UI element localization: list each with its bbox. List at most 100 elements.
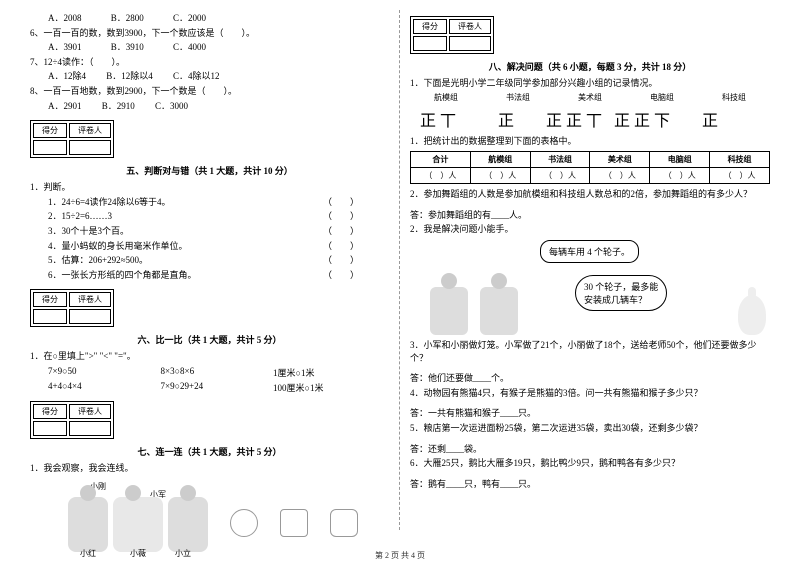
opt-b: B．12除以4 [106, 71, 153, 81]
opt-c: C．2000 [173, 13, 206, 23]
section-7-title: 七、连一连（共 1 大题，共计 5 分） [30, 445, 389, 458]
grader-cell[interactable] [69, 421, 111, 436]
text: 3．30个十是3个百。 [48, 226, 129, 236]
r-q5: 5．粮店第一次运进面粉25袋，第二次运进35袋，卖出30袋，还剩多少袋？ [410, 422, 770, 435]
cell[interactable]: （ ）人 [710, 168, 770, 184]
s6-items: 7×9○50 8×3○8×6 1厘米○1米 4+4○4×4 7×9○29+24 … [30, 365, 389, 395]
score-label: 得分 [33, 292, 67, 307]
score-cell[interactable] [33, 421, 67, 436]
grader-cell[interactable] [69, 309, 111, 324]
r-q3ans[interactable]: 答：他们还要做____个。 [410, 372, 770, 385]
cell[interactable]: （ ）人 [470, 168, 530, 184]
r-q4: 4．动物园有熊猫4只，有猴子是熊猫的3倍。问一共有熊猫和猴子多少只？ [410, 387, 770, 400]
score-cell[interactable] [33, 140, 67, 155]
opt-a: A．2901 [48, 101, 82, 111]
opt-b: B．2910 [102, 101, 135, 111]
cmp1[interactable]: 7×9○50 [48, 366, 161, 379]
r-q1b: 2．参加舞蹈组的人数是参加航模组和科技组人数总和的2倍，参加舞蹈组的有多少人？ [410, 188, 770, 201]
grp1: 航模组 [434, 92, 458, 103]
alien-icon [738, 295, 766, 335]
tally-marks: 正丅 正 正正丅 正正下 正 [410, 107, 770, 131]
t2: 正 [478, 107, 538, 131]
cup-icon [280, 509, 308, 537]
s5-item5: 5．估算：206+292≈500。 （ ） [30, 254, 389, 267]
cell[interactable]: （ ）人 [411, 168, 471, 184]
q6: 6、一百一百的数，数到3900，下一个数应该是（ ）。 [30, 27, 389, 40]
page-footer: 第 2 页 共 4 页 [0, 550, 800, 561]
speech-bubble-1: 每辆车用 4 个轮子。 [540, 240, 639, 263]
grp5: 科技组 [722, 92, 746, 103]
blank[interactable]: （ ） [323, 240, 359, 253]
bubble-line1: 30 个轮子，最多能 [584, 280, 658, 293]
grader-cell[interactable] [69, 140, 111, 155]
opt-a: A．3901 [48, 42, 82, 52]
text: 6．一张长方形纸的四个角都是直角。 [48, 270, 197, 280]
th1: 航模组 [470, 152, 530, 168]
text: 4．量小蚂蚁的身长用毫米作单位。 [48, 241, 188, 251]
grader-cell[interactable] [449, 36, 491, 51]
th2: 书法组 [530, 152, 590, 168]
s5-q1: 1．判断。 [30, 181, 389, 194]
q8-options: A．2901 B．2910 C．3000 [30, 100, 389, 113]
cmp3[interactable]: 1厘米○1米 [273, 366, 386, 379]
group-names: 航模组 书法组 美术组 电脑组 科技组 [410, 92, 770, 103]
score-cell[interactable] [33, 309, 67, 324]
s5-item1: 1．24÷6=4读作24除以6等于4。 （ ） [30, 196, 389, 209]
q6-options: A．3901 B．3910 C．4000 [30, 41, 389, 54]
blank[interactable]: （ ） [323, 210, 359, 223]
kid-icon [168, 497, 208, 552]
left-column: A．2008 B．2800 C．2000 6、一百一百的数，数到3900，下一个… [20, 10, 400, 530]
connect-image: 小刚 小军 小红 小薇 小立 [30, 479, 389, 559]
blank[interactable]: （ ） [323, 254, 359, 267]
blank[interactable]: （ ） [323, 196, 359, 209]
score-cell[interactable] [413, 36, 447, 51]
cell[interactable]: （ ）人 [650, 168, 710, 184]
score-box-5: 得分评卷人 [30, 120, 114, 158]
q2-image: 每辆车用 4 个轮子。 30 个轮子，最多能 安装成几辆车？ [410, 240, 770, 335]
grader-label: 评卷人 [449, 19, 491, 34]
cmp2[interactable]: 8×3○8×6 [161, 366, 274, 379]
section-6-title: 六、比一比（共 1 大题，共计 5 分） [30, 333, 389, 346]
bubble-line2: 安装成几辆车？ [584, 293, 658, 306]
s5-item6: 6．一张长方形纸的四个角都是直角。 （ ） [30, 269, 389, 282]
cmp6[interactable]: 100厘米○1米 [273, 381, 386, 394]
r-q6ans[interactable]: 答：鹅有____只，鸭有____只。 [410, 478, 770, 491]
text: 2．15÷2=6……3 [48, 211, 112, 221]
cmp5[interactable]: 7×9○29+24 [161, 381, 274, 394]
th5: 科技组 [710, 152, 770, 168]
score-label: 得分 [33, 123, 67, 138]
kid-icon [68, 497, 108, 552]
opt-c: C．4000 [173, 42, 206, 52]
r-q1ans[interactable]: 答：参加舞蹈组的有____人。 [410, 209, 770, 222]
r-q2: 2．我是解决问题小能手。 [410, 223, 770, 236]
grader-label: 评卷人 [69, 123, 111, 138]
s5-item4: 4．量小蚂蚁的身长用毫米作单位。 （ ） [30, 240, 389, 253]
cmp4[interactable]: 4+4○4×4 [48, 381, 161, 394]
s6-q1: 1．在○里填上">" "<" "="。 [30, 350, 389, 363]
text: 5．估算：206+292≈500。 [48, 255, 148, 265]
r-q1a: 1．把统计出的数据整理到下面的表格中。 [410, 135, 770, 148]
blank[interactable]: （ ） [323, 269, 359, 282]
opt-c: C．4除以12 [173, 71, 220, 81]
section-8-title: 八、解决问题（共 6 小题，每题 3 分，共计 18 分） [410, 60, 770, 73]
score-box-8: 得分评卷人 [410, 16, 494, 54]
cell[interactable]: （ ）人 [530, 168, 590, 184]
opt-c: C．3000 [155, 101, 188, 111]
grp3: 美术组 [578, 92, 602, 103]
cell[interactable]: （ ）人 [590, 168, 650, 184]
blank[interactable]: （ ） [323, 225, 359, 238]
score-label: 得分 [33, 404, 67, 419]
t3: 正正丅 [546, 107, 606, 131]
bag-icon [330, 509, 358, 537]
text: 1．24÷6=4读作24除以6等于4。 [48, 197, 171, 207]
backpack-icon [230, 509, 258, 537]
grp4: 电脑组 [650, 92, 674, 103]
score-box-7: 得分评卷人 [30, 401, 114, 439]
opt-a: A．12除4 [48, 71, 86, 81]
r-q4ans[interactable]: 答：一共有熊猫和猴子____只。 [410, 407, 770, 420]
grader-label: 评卷人 [69, 292, 111, 307]
opt-b: B．2800 [111, 13, 144, 23]
page: A．2008 B．2800 C．2000 6、一百一百的数，数到3900，下一个… [0, 0, 800, 540]
section-5-title: 五、判断对与错（共 1 大题，共计 10 分） [30, 164, 389, 177]
r-q5ans[interactable]: 答：还剩____袋。 [410, 443, 770, 456]
